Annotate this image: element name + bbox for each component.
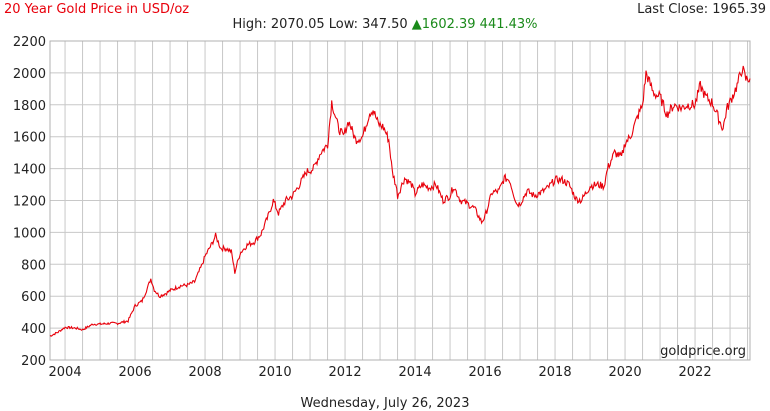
y-tick-label: 1200 <box>13 195 46 210</box>
series-line <box>49 65 751 337</box>
x-tick-label: 2012 <box>329 365 362 380</box>
x-tick-label: 2010 <box>259 365 292 380</box>
x-tick-label: 2014 <box>399 365 432 380</box>
y-tick-label: 2000 <box>13 67 46 82</box>
y-tick-label: 400 <box>21 322 46 337</box>
y-tick-label: 1600 <box>13 131 46 146</box>
up-arrow-icon: ▲ <box>411 17 422 32</box>
x-tick-label: 2006 <box>119 365 152 380</box>
price-stats: High: 2070.05 Low: 347.50 ▲1602.39 441.4… <box>0 17 770 32</box>
x-tick-label: 2004 <box>49 365 82 380</box>
x-tick-label: 2022 <box>679 365 712 380</box>
watermark: goldprice.org <box>660 344 746 359</box>
y-tick-label: 2200 <box>13 35 46 50</box>
y-tick-label: 200 <box>21 354 46 369</box>
y-tick-label: 1800 <box>13 99 46 114</box>
y-tick-label: 600 <box>21 290 46 305</box>
grid-lines <box>50 40 750 361</box>
y-axis: 200 400 600 800 1000 1200 1400 1600 1800 2000 2200 <box>13 35 46 369</box>
x-tick-label: 2018 <box>539 365 572 380</box>
y-tick-label: 800 <box>21 258 46 273</box>
chart-title: 20 Year Gold Price in USD/oz <box>4 2 190 17</box>
high-low-text: High: 2070.05 Low: 347.50 <box>232 17 408 32</box>
change-text: 1602.39 441.43% <box>421 17 538 32</box>
y-tick-label: 1400 <box>13 163 46 178</box>
chart-date: Wednesday, July 26, 2023 <box>300 396 470 411</box>
last-close-label: Last Close: 1965.39 <box>637 2 766 17</box>
x-tick-label: 2020 <box>609 365 642 380</box>
y-tick-label: 1000 <box>13 226 46 241</box>
plot-frame <box>49 40 751 361</box>
x-axis: 2004 2006 2008 2010 2012 2014 2016 2018 2020 2022 <box>49 365 712 380</box>
series-group <box>49 65 751 337</box>
x-tick-label: 2008 <box>189 365 222 380</box>
x-tick-label: 2016 <box>469 365 502 380</box>
